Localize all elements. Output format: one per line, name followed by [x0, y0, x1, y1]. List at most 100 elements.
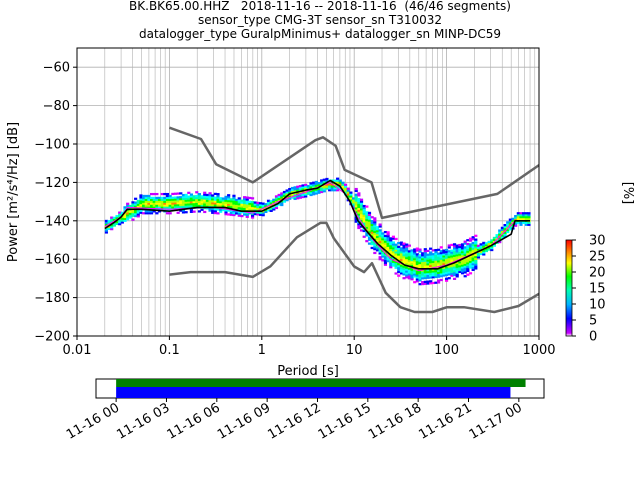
heatmap-cell [373, 230, 377, 233]
timeline-tick-label: 11-16 21 [416, 400, 474, 442]
heatmap-cell [213, 202, 217, 205]
heatmap-cell [383, 236, 388, 239]
heatmap-cell [455, 246, 459, 249]
heatmap-cell [301, 184, 305, 187]
heatmap-cell [378, 238, 382, 242]
heatmap-cell [476, 256, 481, 259]
heatmap-cell [444, 262, 449, 265]
heatmap-cell [314, 184, 318, 187]
heatmap-cell [373, 236, 377, 239]
timeline-tick-label: 11-16 12 [265, 400, 323, 442]
heatmap-cell [418, 283, 422, 286]
heatmap-cell [168, 204, 172, 207]
heatmap-cell [397, 241, 401, 245]
heatmap-cell [240, 209, 244, 212]
heatmap-cell [447, 257, 451, 261]
y-tick-label: −140 [34, 214, 70, 229]
x-tick-label: 0.1 [159, 343, 180, 358]
heatmap-cell [421, 261, 425, 265]
heatmap-cell [410, 264, 414, 267]
heatmap-cell [104, 219, 108, 223]
heatmap-cell [399, 243, 403, 246]
heatmap-cell [221, 199, 225, 202]
heatmap-cell [375, 231, 380, 235]
heatmap-cell [229, 209, 233, 213]
heatmap-cell [434, 281, 438, 284]
heatmap-cell [442, 272, 446, 275]
heatmap-cell [407, 250, 411, 253]
heatmap-cell [405, 268, 409, 271]
heatmap-cell [237, 201, 241, 204]
heatmap-cell [524, 221, 528, 224]
heatmap-cell [405, 260, 409, 264]
heatmap-cell [444, 270, 449, 273]
heatmap-cell [229, 200, 233, 203]
heatmap-cell [447, 271, 451, 274]
heatmap-cell [136, 213, 140, 216]
heatmap-cell [229, 202, 233, 205]
heatmap-cell [184, 211, 188, 214]
heatmap-cell [314, 180, 318, 184]
heatmap-cell [386, 242, 390, 245]
heatmap-cell [394, 243, 398, 246]
heatmap-cell [282, 190, 287, 194]
heatmap-cell [367, 225, 372, 228]
heatmap-cell [460, 260, 465, 263]
heatmap-cell [176, 200, 180, 203]
heatmap-cell [370, 223, 374, 227]
heatmap-cell [524, 217, 528, 221]
heatmap-cell [232, 202, 236, 205]
heatmap-cell [266, 203, 271, 206]
heatmap-cell [421, 252, 425, 255]
heatmap-cell [269, 200, 273, 203]
heatmap-cell [344, 191, 348, 194]
heatmap-cell [447, 277, 451, 280]
heatmap-cell [484, 248, 489, 251]
heatmap-cell [378, 231, 382, 234]
colorbar-tick-label: 5 [589, 314, 597, 329]
heatmap-cell [429, 255, 433, 258]
heatmap-cell [224, 213, 228, 216]
heatmap-cell [444, 260, 449, 263]
heatmap-cell [367, 221, 372, 224]
heatmap-cell [147, 202, 151, 205]
heatmap-cell [455, 252, 459, 255]
heatmap-cell [264, 205, 268, 208]
heatmap-cell [447, 255, 451, 259]
heatmap-cell [367, 234, 372, 238]
heatmap-cell [394, 245, 398, 248]
heatmap-cell [203, 210, 207, 214]
heatmap-cell [272, 206, 276, 209]
heatmap-cell [471, 257, 475, 260]
heatmap-cell [179, 205, 183, 208]
heatmap-cell [522, 214, 526, 217]
y-axis-ticks: −60 −80 −100 −120 −140 −160 −180 −200 [34, 61, 77, 345]
heatmap-cell [394, 247, 398, 250]
heatmap-cell [407, 267, 411, 270]
heatmap-cell [476, 254, 481, 257]
heatmap-cell [245, 202, 249, 205]
heatmap-cell [181, 211, 186, 214]
heatmap-cell [261, 212, 265, 215]
heatmap-cell [519, 223, 523, 226]
heatmap-cell [458, 266, 462, 270]
heatmap-cell [447, 244, 451, 247]
heatmap-cell [243, 201, 247, 205]
heatmap-cell [147, 212, 151, 215]
heatmap-cell [458, 247, 462, 250]
heatmap-cell [482, 251, 486, 254]
heatmap-cell [227, 203, 231, 206]
heatmap-cell [423, 250, 427, 253]
heatmap-cell [219, 204, 223, 208]
heatmap-cell [282, 192, 287, 196]
heatmap-cell [152, 192, 156, 196]
heatmap-cell [304, 187, 308, 190]
heatmap-cell [415, 278, 419, 281]
x-tick-label: 0.01 [63, 343, 92, 358]
heatmap-cell [479, 247, 483, 250]
heatmap-cell [468, 258, 473, 261]
heatmap-cell [468, 243, 473, 246]
heatmap-cell [474, 267, 478, 270]
heatmap-cell [325, 187, 329, 190]
heatmap-cell [256, 211, 260, 214]
